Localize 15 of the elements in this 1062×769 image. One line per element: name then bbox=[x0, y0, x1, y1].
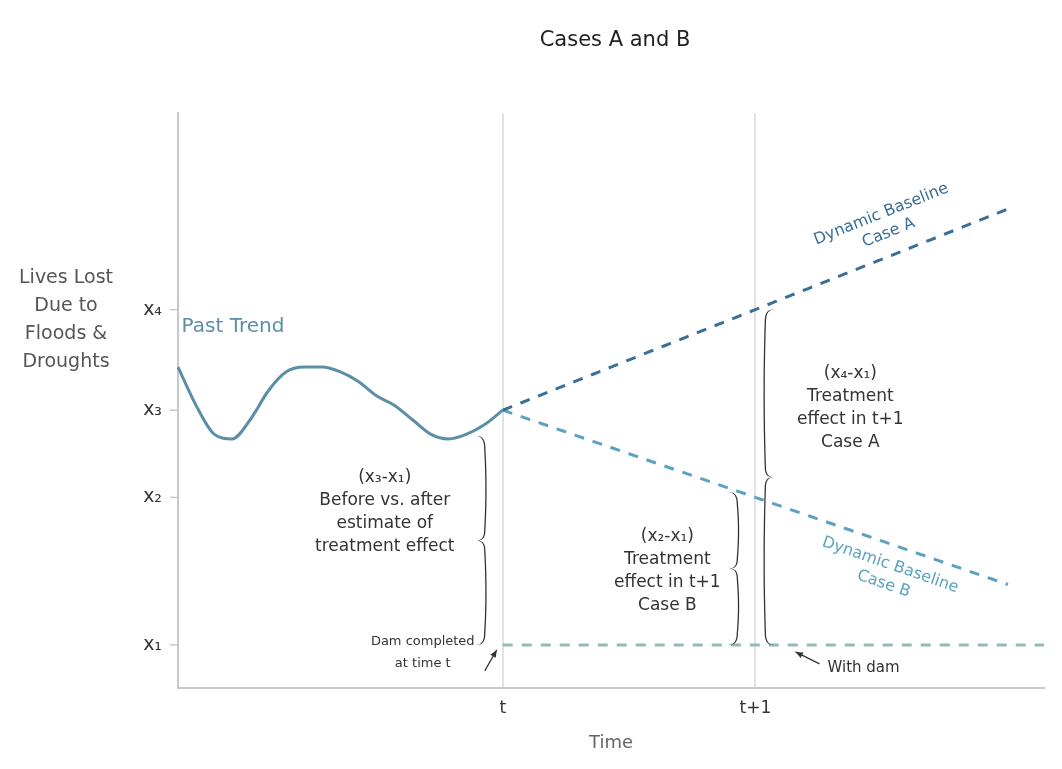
annotation: (x₃-x₁) Before vs. after estimate of treatment effect bbox=[315, 466, 455, 556]
text: x₃ bbox=[143, 397, 162, 420]
x-tick-label: t bbox=[499, 696, 507, 717]
x-axis-title: Time bbox=[587, 730, 634, 752]
annotation: Dam completed at time t bbox=[370, 633, 475, 671]
annotation: (x₄-x₁) Treatment effect in t+1 Case A bbox=[796, 362, 904, 452]
text: x₂ bbox=[143, 484, 162, 507]
series-label: Past Trend bbox=[181, 313, 285, 338]
x-tick-label: t+1 bbox=[739, 696, 772, 717]
annotation: (x₂-x₁) Treatment effect in t+1 Case B bbox=[613, 525, 721, 615]
y-axis-title: Lives Lost Due to Floods & Droughts bbox=[19, 265, 113, 372]
text: x₄ bbox=[143, 296, 163, 319]
chart-title: Cases A and B bbox=[539, 27, 691, 52]
series-label: With dam bbox=[827, 657, 900, 676]
text: x₁ bbox=[143, 631, 162, 654]
